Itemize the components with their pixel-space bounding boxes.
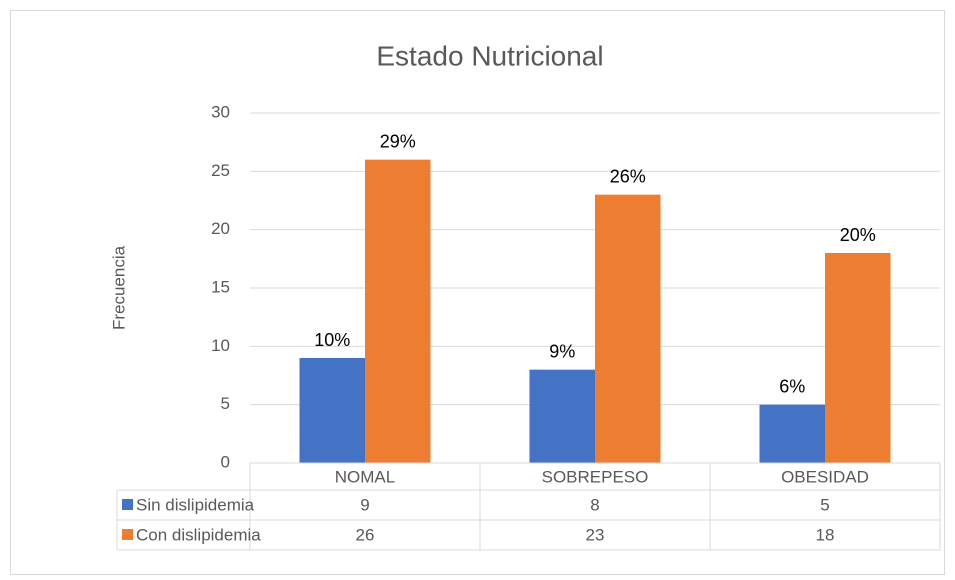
x-tick-label: NOMAL [335, 467, 395, 486]
chart-border [10, 10, 945, 575]
data-label: 29% [380, 131, 416, 151]
bar [595, 194, 661, 463]
y-tick-label: 0 [221, 452, 230, 471]
data-label: 10% [314, 330, 350, 350]
table-value: 5 [820, 495, 829, 514]
legend-swatch [122, 529, 133, 540]
table-value: 9 [360, 495, 369, 514]
table-value: 8 [590, 495, 599, 514]
legend-label: Sin dislipidemia [136, 495, 255, 514]
bar [825, 253, 891, 463]
chart-title: Estado Nutricional [376, 40, 603, 71]
y-tick-label: 15 [211, 277, 230, 296]
legend-swatch [122, 499, 133, 510]
y-axis-label: Frecuencia [109, 245, 128, 330]
legend-label: Con dislipidemia [136, 525, 261, 544]
x-tick-label: SOBREPESO [542, 467, 649, 486]
data-label: 20% [840, 225, 876, 245]
data-label: 9% [549, 341, 575, 361]
y-tick-label: 20 [211, 219, 230, 238]
table-value: 18 [816, 525, 835, 544]
table-value: 23 [586, 525, 605, 544]
table-value: 26 [356, 525, 375, 544]
y-tick-label: 25 [211, 161, 230, 180]
bar [529, 369, 595, 463]
data-label: 26% [610, 166, 646, 186]
y-tick-label: 5 [221, 394, 230, 413]
x-tick-label: OBESIDAD [781, 467, 869, 486]
y-tick-label: 30 [211, 102, 230, 121]
bar [759, 404, 825, 463]
y-tick-label: 10 [211, 336, 230, 355]
bar [365, 159, 431, 463]
bar [299, 358, 365, 463]
data-label: 6% [779, 376, 805, 396]
